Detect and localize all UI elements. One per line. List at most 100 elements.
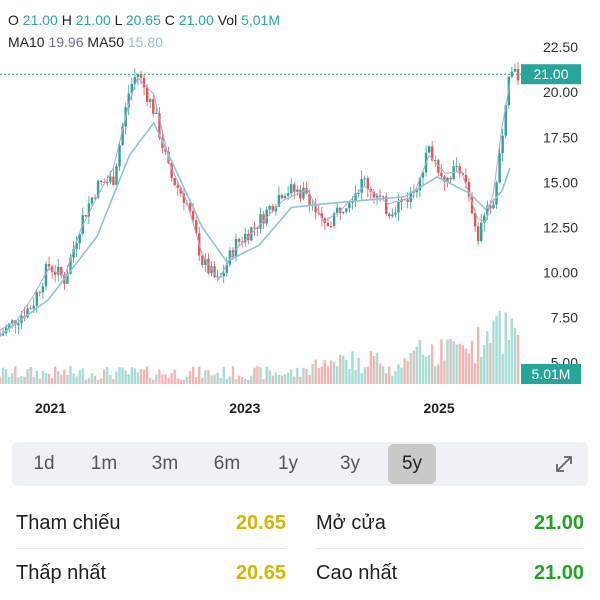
volume-bar <box>403 357 406 384</box>
candle-body <box>130 84 133 94</box>
candle-body <box>305 187 308 194</box>
open-value: 21.00 <box>22 12 58 28</box>
candle-body <box>155 112 158 114</box>
range-3y-button[interactable]: 3y <box>339 453 361 474</box>
volume-bar <box>170 372 173 384</box>
candle-body <box>106 182 109 184</box>
candle-body <box>443 176 446 182</box>
candle-body <box>11 320 14 324</box>
candle-body <box>133 77 137 85</box>
ohlc-readout: O 21.00 H 21.00 L 20.65 C 21.00 Vol 5,01… <box>8 12 280 28</box>
candle-body <box>1 333 5 336</box>
volume-bar <box>415 346 419 384</box>
candle-body <box>142 77 146 88</box>
candle-body <box>152 99 155 114</box>
volume-bar <box>35 370 38 384</box>
last-price-label: 21.00 <box>533 66 568 82</box>
candle-body <box>35 292 38 306</box>
volume-bar <box>360 373 363 384</box>
volume-bar <box>507 339 511 384</box>
volume-bar <box>124 370 127 384</box>
volume-bar <box>339 354 342 384</box>
volume-bar <box>483 345 486 384</box>
range-1m-button[interactable]: 1m <box>90 453 118 474</box>
candle-body <box>253 227 256 229</box>
volume-bar <box>424 356 428 384</box>
volume-bar <box>464 348 468 384</box>
reference-value: 20.65 <box>235 512 286 534</box>
candle-body <box>191 211 195 221</box>
volume-bar <box>247 379 250 384</box>
candle-body <box>397 202 400 213</box>
volume-bar <box>210 375 213 384</box>
stat-high: Cao nhất 21.00 <box>316 562 584 590</box>
volume-bar <box>268 370 271 384</box>
range-6m-button[interactable]: 6m <box>213 453 241 474</box>
volume-bar <box>430 344 434 384</box>
candle-body <box>262 214 265 224</box>
candle-body <box>26 308 29 318</box>
expand-icon[interactable] <box>552 452 576 476</box>
volume-bar <box>188 371 192 384</box>
candle-body <box>32 305 35 309</box>
candle-body <box>286 193 290 197</box>
volume-bar <box>476 327 480 384</box>
volume-bar <box>90 373 94 384</box>
candle-body <box>173 177 176 186</box>
candle-body <box>378 195 382 197</box>
range-5y-button[interactable]: 5y <box>388 444 436 484</box>
candle-body <box>381 196 385 198</box>
volume-bar <box>351 351 354 384</box>
volume-bar <box>283 374 287 384</box>
volume-bar <box>409 352 412 384</box>
candle-body <box>188 202 192 212</box>
volume-bar <box>259 367 262 384</box>
volume-bar <box>240 376 244 384</box>
volume-bar <box>345 359 348 384</box>
volume-bar <box>320 366 324 384</box>
candle-body <box>394 212 397 215</box>
volume-bar <box>513 327 517 384</box>
candle-body <box>412 192 415 194</box>
volume-bar <box>323 360 327 384</box>
candle-body <box>473 213 477 227</box>
range-3m-button[interactable]: 3m <box>151 453 179 474</box>
candle-body <box>388 213 391 217</box>
x-tick-label: 2025 <box>423 400 454 416</box>
volume-bar <box>167 377 170 384</box>
range-1y-button[interactable]: 1y <box>277 453 299 474</box>
volume-bar <box>133 368 137 384</box>
candle-body <box>29 308 32 310</box>
low-value: 20.65 <box>125 12 161 28</box>
range-1d-button[interactable]: 1d <box>33 453 55 474</box>
volume-bar <box>237 375 241 384</box>
volume-bar <box>7 376 11 384</box>
volume-bar <box>489 342 492 384</box>
candle-body <box>179 187 183 194</box>
candle-body <box>75 243 78 249</box>
candle-body <box>274 206 278 212</box>
candle-body <box>7 323 11 328</box>
volume-bar <box>191 366 195 384</box>
volume-bar <box>1 367 5 384</box>
volume-bar <box>455 344 458 384</box>
volume-bar <box>139 369 143 384</box>
volume-bar <box>388 366 391 384</box>
volume-bar <box>130 367 133 384</box>
volume-bar <box>234 379 238 384</box>
volume-bar <box>136 372 140 384</box>
high-label: H <box>61 12 72 28</box>
candle-body <box>234 238 238 257</box>
volume-bar <box>84 379 88 384</box>
volume-bar <box>118 367 121 384</box>
volume-bar <box>302 367 305 384</box>
volume-bar <box>317 368 320 384</box>
candle-body <box>90 197 94 204</box>
candle-body <box>335 207 339 214</box>
volume-bar <box>213 374 216 384</box>
volume-bar <box>348 368 351 384</box>
candle-body <box>501 135 504 154</box>
candle-body <box>360 178 363 193</box>
volume-bar <box>11 373 14 384</box>
